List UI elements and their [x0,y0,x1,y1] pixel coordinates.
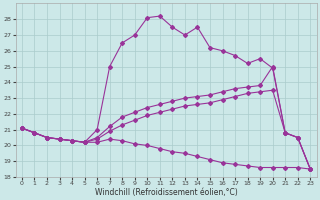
X-axis label: Windchill (Refroidissement éolien,°C): Windchill (Refroidissement éolien,°C) [95,188,237,197]
